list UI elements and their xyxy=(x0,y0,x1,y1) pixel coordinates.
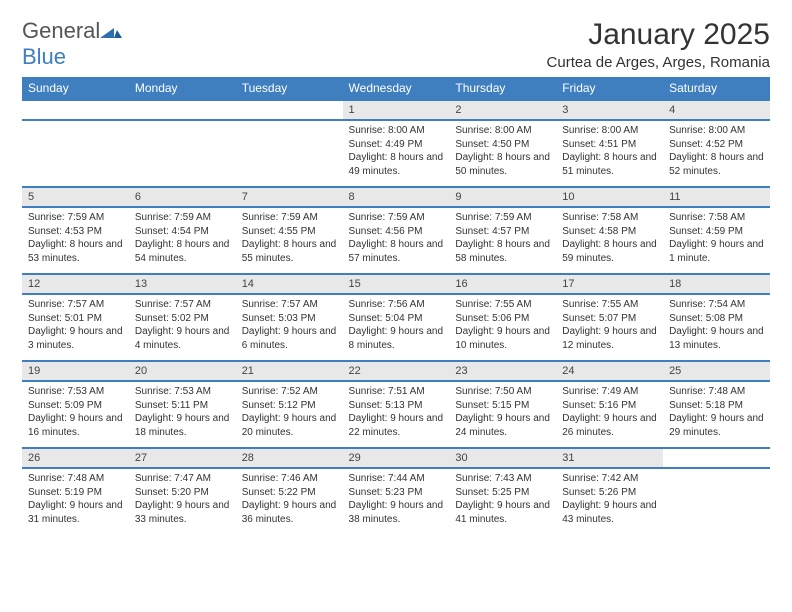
day-detail: Sunrise: 7:46 AMSunset: 5:22 PMDaylight:… xyxy=(236,468,343,534)
daynum-row: 12131415161718 xyxy=(22,274,770,294)
brand-mark-icon xyxy=(100,18,122,44)
day-detail: Sunrise: 7:59 AMSunset: 4:55 PMDaylight:… xyxy=(236,207,343,274)
day-number: 8 xyxy=(343,187,450,207)
detail-row: Sunrise: 7:59 AMSunset: 4:53 PMDaylight:… xyxy=(22,207,770,274)
day-number: 2 xyxy=(449,100,556,120)
day-detail xyxy=(663,468,770,534)
day-number: 27 xyxy=(129,448,236,468)
day-number: 15 xyxy=(343,274,450,294)
detail-row: Sunrise: 7:53 AMSunset: 5:09 PMDaylight:… xyxy=(22,381,770,448)
day-number: 30 xyxy=(449,448,556,468)
day-number: 29 xyxy=(343,448,450,468)
day-detail: Sunrise: 7:48 AMSunset: 5:19 PMDaylight:… xyxy=(22,468,129,534)
day-detail: Sunrise: 8:00 AMSunset: 4:51 PMDaylight:… xyxy=(556,120,663,187)
day-detail: Sunrise: 7:50 AMSunset: 5:15 PMDaylight:… xyxy=(449,381,556,448)
day-detail: Sunrise: 7:51 AMSunset: 5:13 PMDaylight:… xyxy=(343,381,450,448)
daynum-row: 567891011 xyxy=(22,187,770,207)
month-title: January 2025 xyxy=(547,18,770,52)
weekday-header: Thursday xyxy=(449,77,556,100)
day-detail: Sunrise: 7:53 AMSunset: 5:09 PMDaylight:… xyxy=(22,381,129,448)
weekday-header: Tuesday xyxy=(236,77,343,100)
day-number: 11 xyxy=(663,187,770,207)
day-number: 5 xyxy=(22,187,129,207)
day-detail: Sunrise: 7:43 AMSunset: 5:25 PMDaylight:… xyxy=(449,468,556,534)
day-number: 3 xyxy=(556,100,663,120)
brand-general: General xyxy=(22,18,100,43)
day-detail: Sunrise: 7:47 AMSunset: 5:20 PMDaylight:… xyxy=(129,468,236,534)
day-number: 9 xyxy=(449,187,556,207)
daynum-row: 262728293031 xyxy=(22,448,770,468)
brand-blue: Blue xyxy=(22,44,66,69)
calendar-table: Sunday Monday Tuesday Wednesday Thursday… xyxy=(22,77,770,534)
day-detail: Sunrise: 7:55 AMSunset: 5:06 PMDaylight:… xyxy=(449,294,556,361)
weekday-header: Saturday xyxy=(663,77,770,100)
day-detail: Sunrise: 7:54 AMSunset: 5:08 PMDaylight:… xyxy=(663,294,770,361)
title-block: January 2025 Curtea de Arges, Arges, Rom… xyxy=(547,18,770,71)
day-number: 17 xyxy=(556,274,663,294)
day-number xyxy=(129,100,236,120)
day-number: 20 xyxy=(129,361,236,381)
location: Curtea de Arges, Arges, Romania xyxy=(547,54,770,71)
day-detail: Sunrise: 7:48 AMSunset: 5:18 PMDaylight:… xyxy=(663,381,770,448)
day-number: 12 xyxy=(22,274,129,294)
day-number: 31 xyxy=(556,448,663,468)
weekday-header: Monday xyxy=(129,77,236,100)
daynum-row: 19202122232425 xyxy=(22,361,770,381)
header: GeneralBlue January 2025 Curtea de Arges… xyxy=(22,18,770,71)
day-detail: Sunrise: 8:00 AMSunset: 4:52 PMDaylight:… xyxy=(663,120,770,187)
day-detail: Sunrise: 7:58 AMSunset: 4:59 PMDaylight:… xyxy=(663,207,770,274)
day-detail: Sunrise: 7:59 AMSunset: 4:56 PMDaylight:… xyxy=(343,207,450,274)
weekday-header: Wednesday xyxy=(343,77,450,100)
day-number: 19 xyxy=(22,361,129,381)
day-detail: Sunrise: 7:59 AMSunset: 4:54 PMDaylight:… xyxy=(129,207,236,274)
day-number: 6 xyxy=(129,187,236,207)
day-number xyxy=(22,100,129,120)
day-detail: Sunrise: 7:59 AMSunset: 4:57 PMDaylight:… xyxy=(449,207,556,274)
detail-row: Sunrise: 7:57 AMSunset: 5:01 PMDaylight:… xyxy=(22,294,770,361)
day-number: 4 xyxy=(663,100,770,120)
day-detail: Sunrise: 7:53 AMSunset: 5:11 PMDaylight:… xyxy=(129,381,236,448)
day-number xyxy=(236,100,343,120)
day-number: 22 xyxy=(343,361,450,381)
day-detail xyxy=(236,120,343,187)
day-detail: Sunrise: 7:57 AMSunset: 5:01 PMDaylight:… xyxy=(22,294,129,361)
weekday-header: Sunday xyxy=(22,77,129,100)
day-detail xyxy=(22,120,129,187)
day-number: 18 xyxy=(663,274,770,294)
day-number: 7 xyxy=(236,187,343,207)
day-detail: Sunrise: 8:00 AMSunset: 4:50 PMDaylight:… xyxy=(449,120,556,187)
day-number xyxy=(663,448,770,468)
day-detail: Sunrise: 7:49 AMSunset: 5:16 PMDaylight:… xyxy=(556,381,663,448)
page: GeneralBlue January 2025 Curtea de Arges… xyxy=(0,0,792,552)
brand-logo: GeneralBlue xyxy=(22,18,122,70)
day-number: 10 xyxy=(556,187,663,207)
day-detail: Sunrise: 7:52 AMSunset: 5:12 PMDaylight:… xyxy=(236,381,343,448)
brand-text: GeneralBlue xyxy=(22,18,122,70)
day-detail: Sunrise: 8:00 AMSunset: 4:49 PMDaylight:… xyxy=(343,120,450,187)
day-detail: Sunrise: 7:57 AMSunset: 5:03 PMDaylight:… xyxy=(236,294,343,361)
day-detail: Sunrise: 7:58 AMSunset: 4:58 PMDaylight:… xyxy=(556,207,663,274)
day-detail: Sunrise: 7:57 AMSunset: 5:02 PMDaylight:… xyxy=(129,294,236,361)
weekday-header-row: Sunday Monday Tuesday Wednesday Thursday… xyxy=(22,77,770,100)
day-number: 16 xyxy=(449,274,556,294)
day-number: 1 xyxy=(343,100,450,120)
detail-row: Sunrise: 7:48 AMSunset: 5:19 PMDaylight:… xyxy=(22,468,770,534)
day-number: 25 xyxy=(663,361,770,381)
day-number: 13 xyxy=(129,274,236,294)
day-detail: Sunrise: 7:59 AMSunset: 4:53 PMDaylight:… xyxy=(22,207,129,274)
day-number: 23 xyxy=(449,361,556,381)
day-number: 28 xyxy=(236,448,343,468)
day-detail xyxy=(129,120,236,187)
day-number: 21 xyxy=(236,361,343,381)
day-detail: Sunrise: 7:42 AMSunset: 5:26 PMDaylight:… xyxy=(556,468,663,534)
weekday-header: Friday xyxy=(556,77,663,100)
detail-row: Sunrise: 8:00 AMSunset: 4:49 PMDaylight:… xyxy=(22,120,770,187)
day-detail: Sunrise: 7:55 AMSunset: 5:07 PMDaylight:… xyxy=(556,294,663,361)
daynum-row: 1234 xyxy=(22,100,770,120)
day-number: 14 xyxy=(236,274,343,294)
day-number: 24 xyxy=(556,361,663,381)
day-detail: Sunrise: 7:44 AMSunset: 5:23 PMDaylight:… xyxy=(343,468,450,534)
day-number: 26 xyxy=(22,448,129,468)
day-detail: Sunrise: 7:56 AMSunset: 5:04 PMDaylight:… xyxy=(343,294,450,361)
